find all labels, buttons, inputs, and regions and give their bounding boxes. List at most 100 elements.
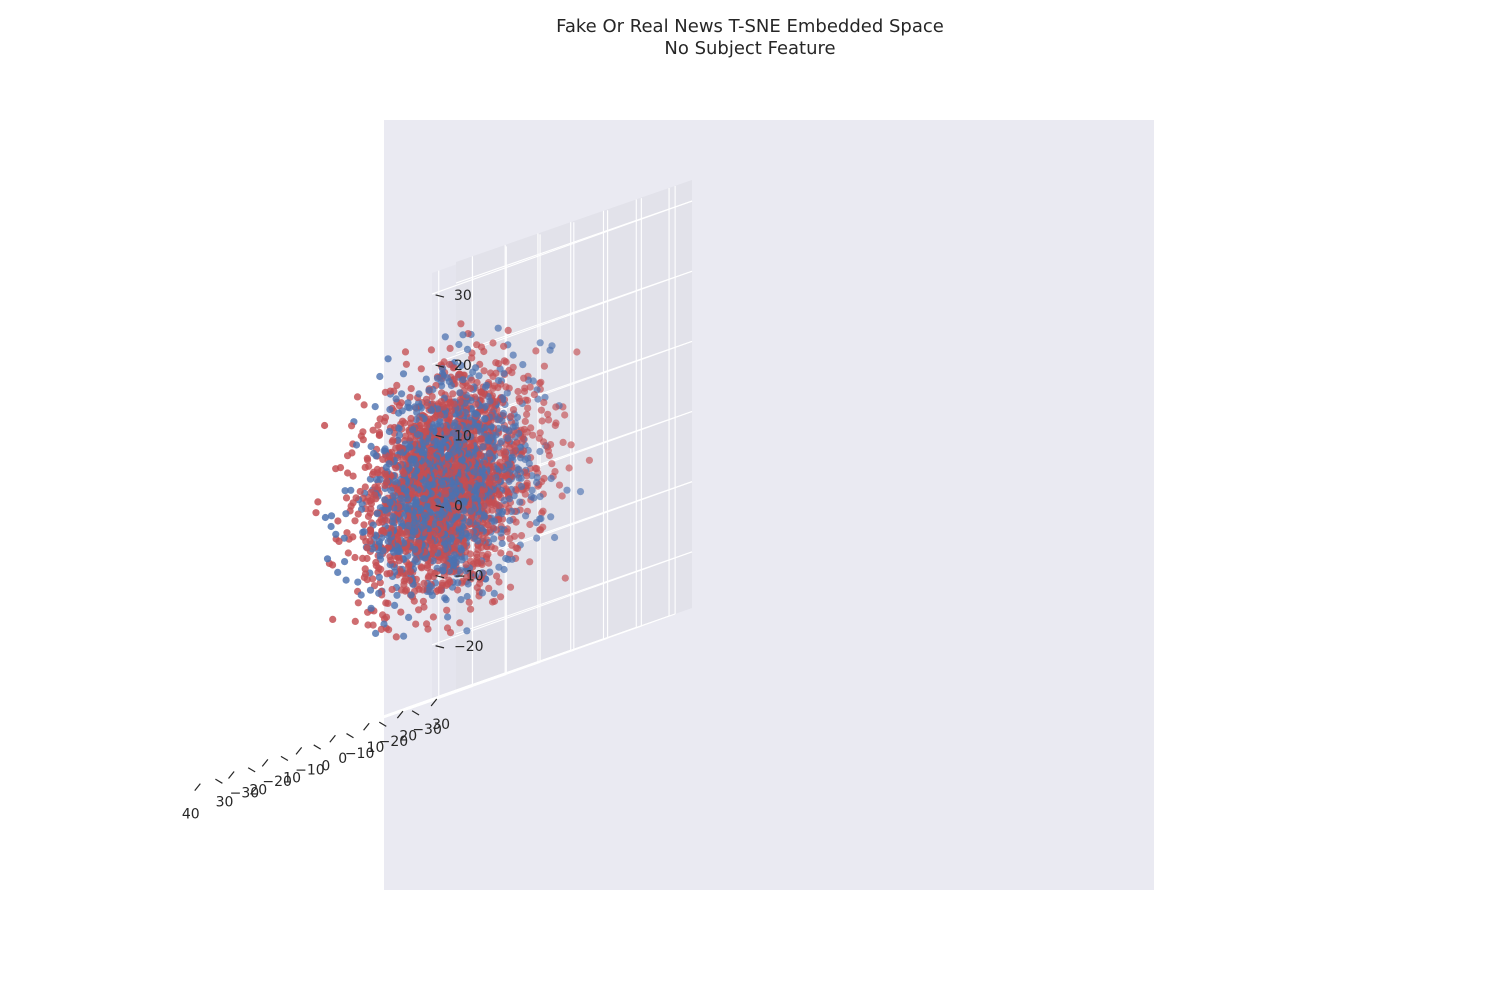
point-real	[386, 405, 394, 414]
point-fake	[514, 387, 522, 396]
point-fake	[500, 342, 508, 350]
point-real	[323, 555, 332, 563]
point-real	[471, 534, 479, 543]
y-tick-label: 20	[399, 728, 417, 744]
point-fake	[552, 403, 560, 411]
point-real	[478, 589, 486, 597]
point-fake	[457, 320, 465, 328]
point-fake	[361, 565, 369, 573]
point-real	[522, 512, 530, 520]
point-real	[342, 510, 350, 518]
point-fake	[383, 570, 391, 578]
point-real	[341, 487, 349, 495]
point-real	[409, 426, 417, 434]
point-real	[463, 345, 472, 353]
point-fake	[468, 354, 476, 362]
point-real	[422, 375, 430, 383]
point-fake	[401, 348, 410, 356]
point-fake	[524, 404, 532, 412]
point-real	[499, 507, 507, 516]
point-fake	[477, 388, 485, 396]
point-fake	[364, 512, 373, 521]
point-fake	[354, 510, 362, 518]
point-real	[376, 552, 384, 560]
point-fake	[503, 528, 511, 536]
point-real	[395, 409, 403, 417]
point-real	[334, 568, 342, 577]
point-fake	[507, 412, 515, 420]
point-fake	[536, 429, 544, 437]
point-fake	[465, 598, 473, 606]
z-tick-label: 10	[454, 428, 472, 444]
point-fake	[364, 456, 372, 464]
point-fake	[392, 444, 400, 452]
point-fake	[406, 568, 414, 576]
point-fake	[530, 391, 539, 399]
x-tick-mark	[228, 771, 235, 779]
point-fake	[497, 593, 505, 601]
point-real	[321, 513, 329, 522]
point-fake	[344, 469, 352, 477]
point-real	[441, 594, 449, 602]
point-fake	[442, 428, 451, 436]
point-real	[536, 447, 544, 456]
point-real	[517, 454, 525, 462]
point-fake	[543, 443, 552, 451]
point-fake	[405, 561, 413, 569]
point-real	[485, 449, 494, 457]
point-fake	[538, 417, 546, 425]
point-real	[490, 535, 498, 543]
point-fake	[523, 396, 532, 404]
point-fake	[400, 470, 408, 478]
point-fake	[478, 435, 486, 443]
point-fake	[508, 541, 516, 549]
point-fake	[419, 597, 427, 605]
point-fake	[526, 383, 534, 391]
point-fake	[493, 572, 501, 580]
point-real	[376, 372, 384, 381]
point-real	[494, 377, 503, 385]
point-real	[490, 589, 498, 598]
point-real	[479, 443, 487, 451]
point-fake	[558, 492, 566, 500]
point-real	[517, 482, 526, 491]
point-fake	[321, 421, 329, 430]
point-real	[546, 346, 554, 354]
point-real	[536, 493, 544, 501]
point-fake	[495, 578, 503, 586]
z-tick-label: 20	[454, 358, 472, 374]
point-real	[525, 459, 533, 467]
y-tick-mark	[247, 767, 256, 773]
point-fake	[472, 550, 481, 558]
point-real	[481, 383, 490, 391]
point-real	[441, 333, 449, 341]
point-real	[425, 386, 433, 394]
point-real	[366, 586, 375, 594]
x-tick-mark	[194, 783, 201, 791]
point-fake	[517, 532, 526, 540]
point-real	[527, 493, 536, 501]
point-real	[486, 568, 494, 576]
point-fake	[449, 390, 457, 398]
point-real	[373, 510, 381, 518]
point-fake	[473, 341, 481, 349]
point-real	[398, 390, 406, 398]
point-fake	[585, 456, 594, 464]
point-real	[469, 368, 477, 376]
point-real	[405, 613, 413, 622]
point-fake	[418, 564, 426, 572]
point-fake	[427, 346, 435, 354]
point-fake	[361, 463, 369, 471]
point-fake	[537, 378, 545, 386]
point-real	[359, 528, 367, 536]
point-fake	[351, 553, 359, 562]
point-real	[404, 399, 412, 407]
point-fake	[526, 520, 534, 529]
point-fake	[504, 326, 512, 334]
point-fake	[478, 551, 486, 559]
point-real	[415, 390, 423, 398]
point-fake	[462, 560, 470, 569]
point-real	[460, 498, 468, 506]
z-tick-label: −10	[454, 569, 484, 585]
point-fake	[388, 585, 396, 594]
